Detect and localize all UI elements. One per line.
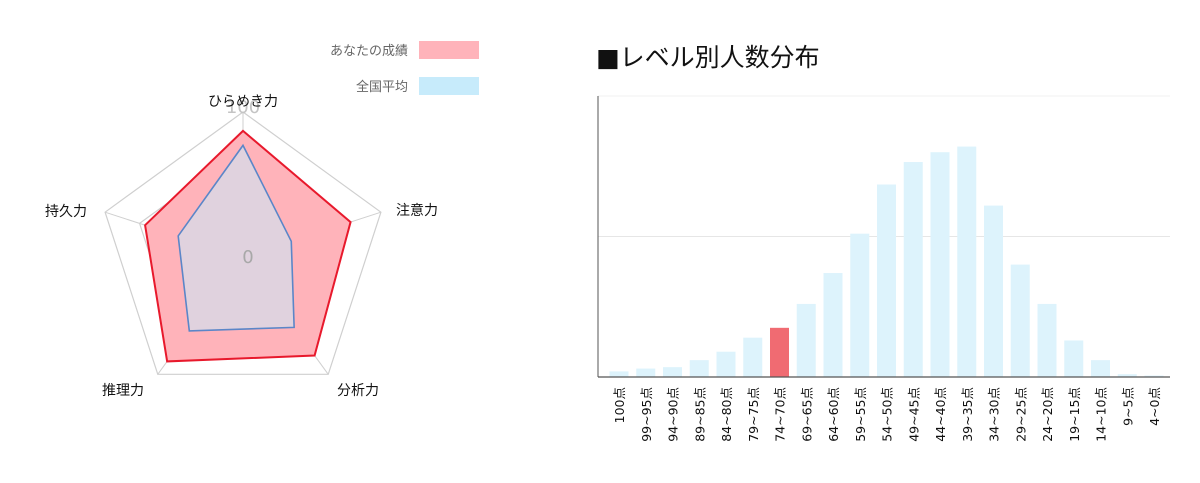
bar-category-label: 44~40点	[933, 387, 948, 442]
bar	[1091, 360, 1110, 377]
bar	[796, 303, 816, 377]
bar-chart-title: ■レベル別人数分布	[596, 43, 820, 72]
bar-category-label: 84~80点	[719, 387, 734, 442]
bar-category-label: 64~60点	[826, 387, 841, 442]
radar-tick-min: 0	[242, 247, 253, 268]
bar	[1144, 375, 1164, 377]
bar-category-label: 24~20点	[1040, 387, 1055, 442]
bar	[1064, 340, 1084, 377]
radar-series-average	[177, 143, 295, 332]
legend-label: あなたの成績	[330, 44, 408, 59]
bar-category-label: 19~15点	[1067, 387, 1082, 442]
radar-tick-max: 100	[226, 97, 260, 118]
bar	[636, 368, 656, 377]
legend-swatch	[419, 77, 479, 95]
radar-axis-label: 持久力	[45, 204, 87, 220]
bar-category-label: 9~5点	[1120, 387, 1135, 426]
radar-axis-label: 分析力	[337, 383, 379, 399]
bar	[930, 152, 950, 377]
bar	[1117, 374, 1137, 377]
bar-category-label: 4~0点	[1147, 387, 1162, 426]
bar	[609, 371, 629, 377]
radar-axis-label: ひらめき力	[208, 94, 278, 110]
bar	[743, 337, 763, 377]
bar-category-label: 69~65点	[799, 387, 814, 442]
bar	[1037, 303, 1057, 377]
bar-category-label: 29~25点	[1013, 387, 1028, 442]
bar-highlight	[770, 327, 789, 377]
bar	[984, 205, 1003, 377]
bar	[689, 360, 709, 377]
bar-category-label: 74~70点	[773, 387, 788, 442]
bar-category-label: 59~55点	[853, 387, 868, 442]
bar	[716, 351, 736, 377]
bar-category-label: 94~90点	[666, 387, 681, 442]
radar-axis-label: 注意力	[396, 202, 438, 219]
bar	[823, 273, 843, 377]
bar	[663, 367, 682, 377]
legend-swatch	[419, 41, 479, 59]
bar	[1010, 264, 1030, 377]
bar-category-label: 100点	[612, 387, 627, 423]
bar-category-label: 99~95点	[639, 387, 654, 442]
bar-category-label: 34~30点	[987, 387, 1002, 442]
radar-axis-label: 推理力	[102, 383, 144, 399]
bar-category-label: 14~10点	[1094, 387, 1109, 442]
legend-label: 全国平均	[356, 79, 408, 95]
bar	[903, 162, 923, 377]
bar	[877, 184, 896, 377]
bar-category-label: 79~75点	[746, 387, 761, 442]
bar-category-label: 49~45点	[906, 387, 921, 442]
bar	[957, 146, 977, 377]
bar-category-label: 89~85点	[692, 387, 707, 442]
bar-category-label: 39~35点	[960, 387, 975, 442]
bar-category-label: 54~50点	[880, 387, 895, 442]
radar-grid-ring	[104, 111, 382, 375]
bar	[850, 233, 870, 377]
